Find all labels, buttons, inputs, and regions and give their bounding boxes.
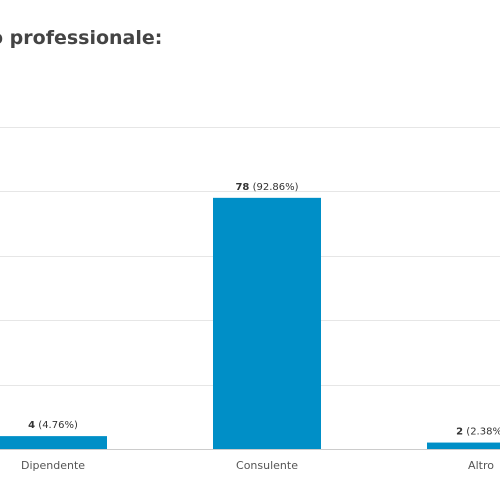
data-label-value: 2 <box>456 427 463 438</box>
data-label-value: 4 <box>28 420 35 431</box>
bar <box>213 197 321 449</box>
x-tick-label: Altro <box>468 459 494 472</box>
x-tick-label: Dipendente <box>21 459 85 472</box>
chart-title: o professionale: <box>0 27 163 49</box>
data-label: 2 (2.38%) <box>456 427 500 438</box>
bar <box>427 442 500 449</box>
data-label: 4 (4.76%) <box>28 420 78 431</box>
data-label-percent: (92.86%) <box>249 182 298 193</box>
data-label-percent: (4.76%) <box>35 420 78 431</box>
data-label-percent: (2.38%) <box>463 427 500 438</box>
data-label: 78 (92.86%) <box>235 182 298 193</box>
x-tick-label: Consulente <box>236 459 298 472</box>
bar <box>0 436 107 449</box>
data-label-value: 78 <box>235 182 249 193</box>
